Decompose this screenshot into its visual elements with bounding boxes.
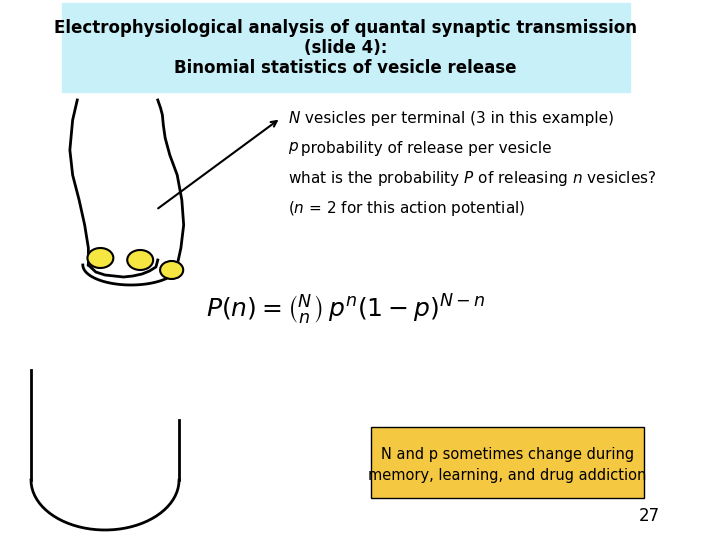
Text: probability of release per vesicle: probability of release per vesicle <box>296 140 552 156</box>
Text: N and p sometimes change during
memory, learning, and drug addiction: N and p sometimes change during memory, … <box>369 447 647 483</box>
FancyBboxPatch shape <box>61 3 630 92</box>
FancyBboxPatch shape <box>371 427 644 498</box>
Text: $\it{N}$: $\it{N}$ <box>288 110 301 126</box>
Text: what is the probability $\it{P}$ of releasing $\it{n}$ vesicles?: what is the probability $\it{P}$ of rele… <box>288 168 657 187</box>
Ellipse shape <box>127 250 153 270</box>
Text: Electrophysiological analysis of quantal synaptic transmission: Electrophysiological analysis of quantal… <box>54 19 637 37</box>
Ellipse shape <box>160 261 183 279</box>
Text: 27: 27 <box>639 507 660 525</box>
Text: $P(n) = \binom{N}{n}\, p^{n}(1-p)^{N-n}$: $P(n) = \binom{N}{n}\, p^{n}(1-p)^{N-n}$ <box>206 293 485 327</box>
Ellipse shape <box>87 248 113 268</box>
Text: ($\it{n}$ = 2 for this action potential): ($\it{n}$ = 2 for this action potential) <box>288 199 526 218</box>
Text: vesicles per terminal (3 in this example): vesicles per terminal (3 in this example… <box>300 111 614 125</box>
Text: Binomial statistics of vesicle release: Binomial statistics of vesicle release <box>174 59 517 77</box>
Text: (slide 4):: (slide 4): <box>304 39 387 57</box>
Text: $\it{p}$: $\it{p}$ <box>288 140 300 156</box>
